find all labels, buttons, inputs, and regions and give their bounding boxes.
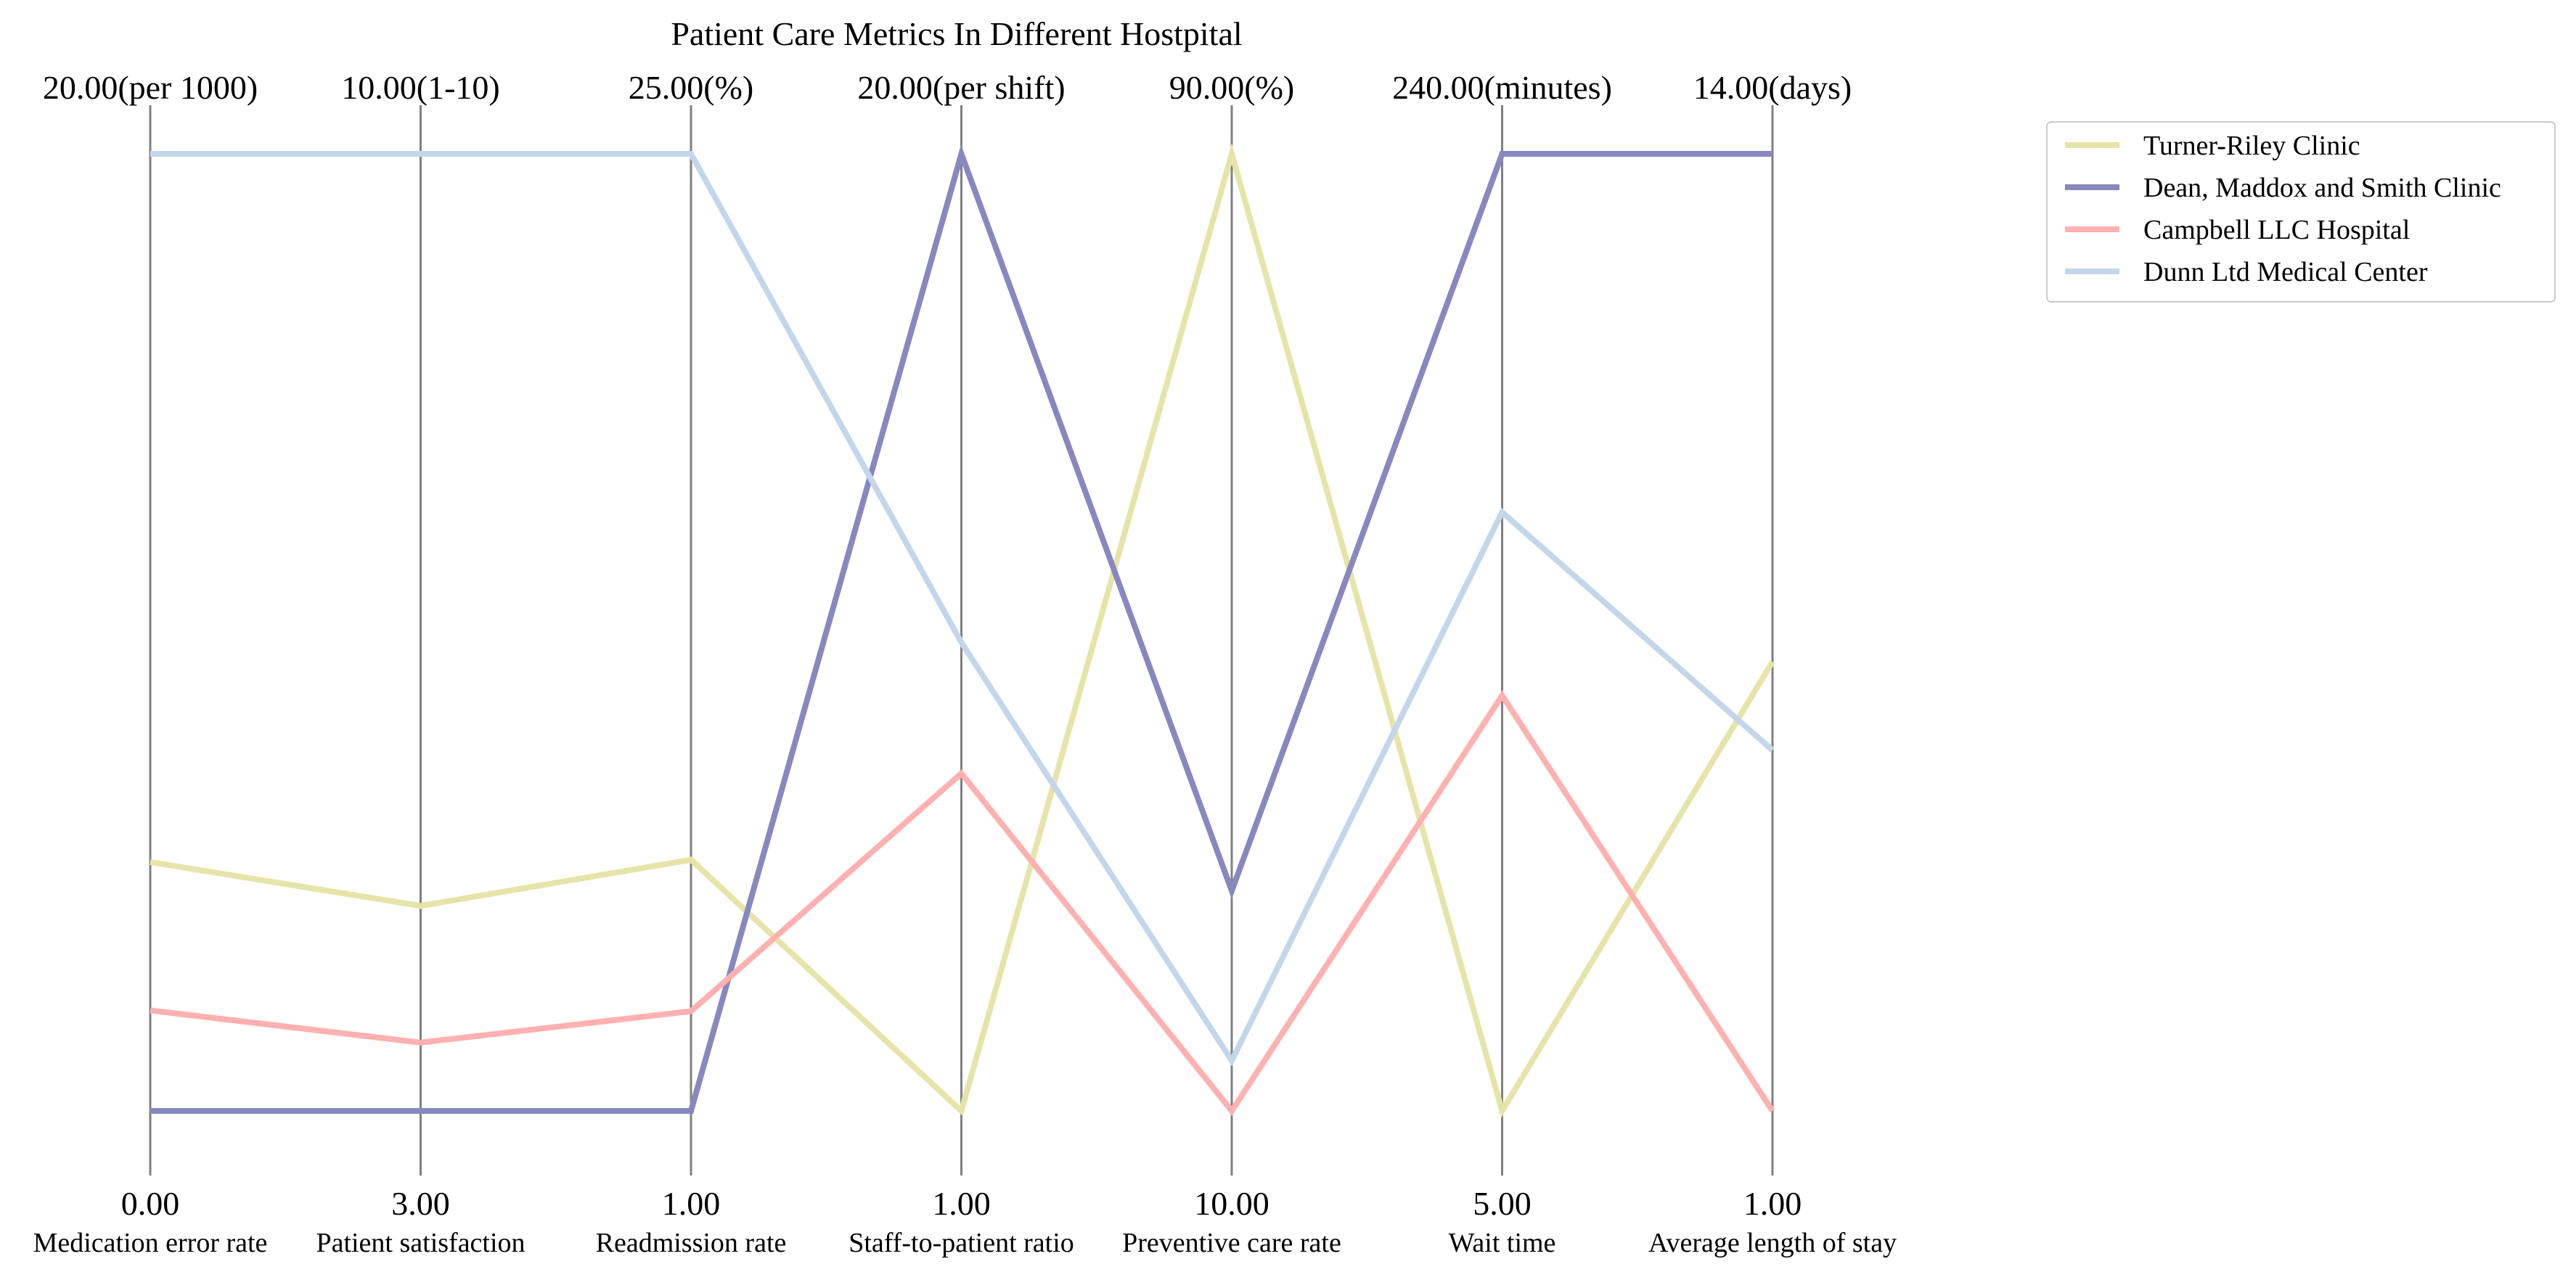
axis-max-label: 90.00(%) [1169,69,1294,106]
axis-max-label: 20.00(per 1000) [43,69,258,106]
axis-min-label: 1.00 [662,1185,721,1222]
axis-min-label: 3.00 [391,1185,450,1222]
series-line [150,144,1772,1114]
series-line [150,151,1775,1067]
axis-max-label: 14.00(days) [1693,69,1852,106]
legend-label: Campbell LLC Hospital [2143,215,2410,245]
legend-frame [2046,121,2556,303]
axis-name: Staff-to-patient ratio [849,1228,1074,1258]
series-line [150,143,1775,1118]
axes-layer: 20.00(per 1000) 0.00 Medication error rate… [33,69,1897,1258]
axis-name: Wait time [1449,1228,1556,1258]
axis-min-label: 5.00 [1473,1185,1532,1222]
axis-name: Patient satisfaction [316,1228,525,1258]
axis-max-label: 10.00(1-10) [341,69,499,106]
axis-name: Medication error rate [33,1228,268,1258]
axis-max-label: 20.00(per shift) [857,69,1065,106]
series-layer [150,143,1775,1118]
axis-min-label: 10.00 [1194,1185,1269,1222]
legend-label: Turner-Riley Clinic [2143,131,2360,161]
legend-label: Dunn Ltd Medical Center [2143,257,2428,287]
axis-max-label: 25.00(%) [629,69,753,106]
axis-name: Average length of stay [1648,1228,1897,1258]
legend-items: Turner-Riley Clinic Dean, Maddox and Smit… [2065,131,2501,287]
axis-name: Preventive care rate [1122,1228,1341,1258]
axis-min-label: 1.00 [1743,1185,1802,1222]
axis-min-label: 1.00 [932,1185,991,1222]
axis-name: Readmission rate [596,1228,787,1258]
axis-max-label: 240.00(minutes) [1392,69,1612,106]
chart-title: Patient Care Metrics In Different Hostpi… [671,15,1242,52]
legend-label: Dean, Maddox and Smith Clinic [2143,173,2501,203]
axis-min-label: 0.00 [121,1185,180,1222]
series-line [150,690,1775,1116]
legend: Turner-Riley Clinic Dean, Maddox and Smit… [2046,121,2556,303]
